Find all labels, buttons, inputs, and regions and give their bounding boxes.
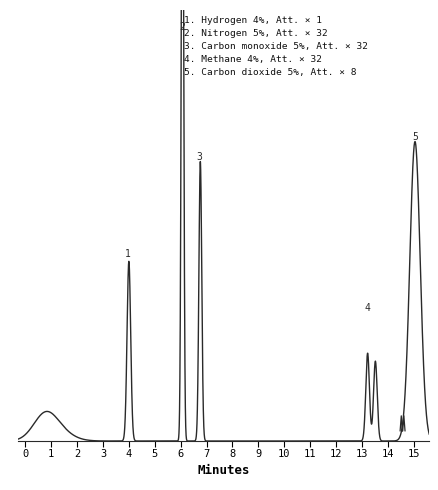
Text: 3: 3 bbox=[197, 151, 202, 162]
X-axis label: Minutes: Minutes bbox=[197, 464, 250, 476]
Text: 1. Hydrogen 4%, Att. × 1
2. Nitrogen 5%, Att. × 32
3. Carbon monoxide 5%, Att. ×: 1. Hydrogen 4%, Att. × 1 2. Nitrogen 5%,… bbox=[184, 16, 368, 76]
Text: 4: 4 bbox=[364, 303, 370, 313]
Text: 2: 2 bbox=[179, 22, 185, 32]
Text: 5: 5 bbox=[412, 131, 418, 142]
Text: 1: 1 bbox=[125, 249, 131, 259]
